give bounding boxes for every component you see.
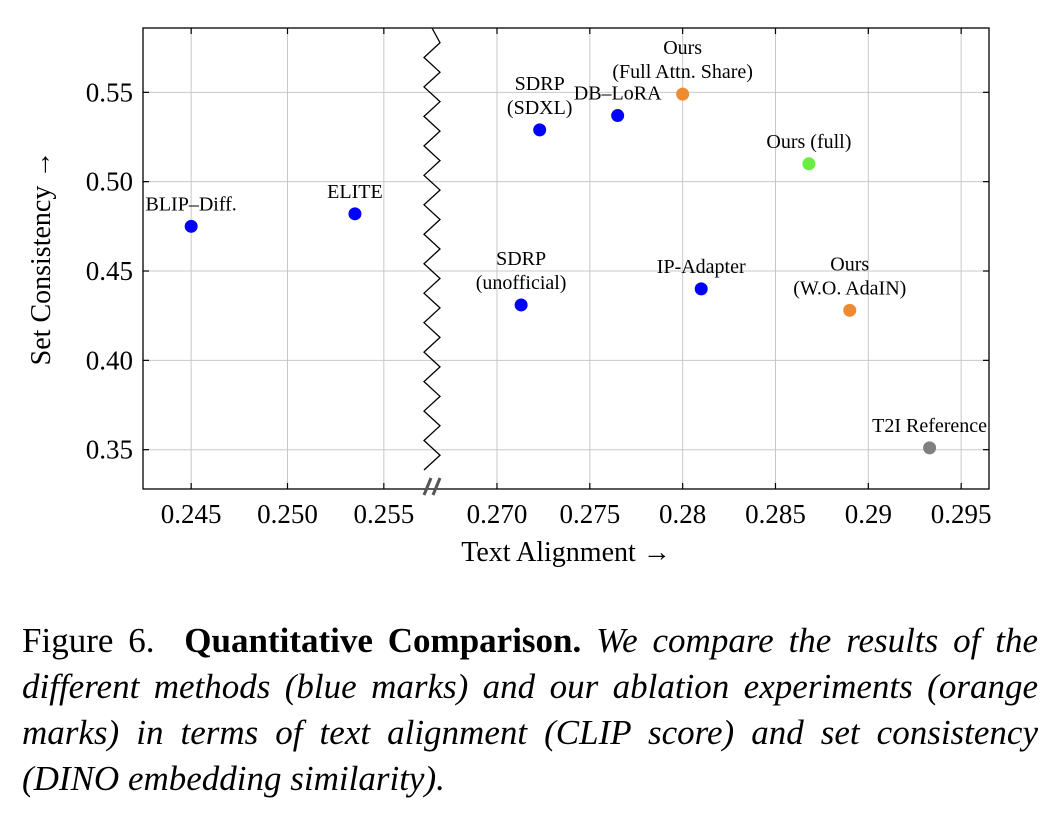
- figure-label: Figure 6.: [22, 621, 155, 660]
- y-tick-label: 0.55: [86, 77, 133, 107]
- x-tick-label: 0.295: [931, 499, 992, 529]
- x-tick-label: 0.250: [257, 499, 318, 529]
- data-point-label: (unofficial): [476, 272, 567, 294]
- data-point-label: Ours: [663, 37, 702, 59]
- data-point-label: Ours (full): [766, 131, 851, 153]
- data-point-label: (SDXL): [507, 97, 573, 119]
- caption-text: We compare the results of the different …: [22, 621, 1038, 798]
- caption-title: Quantitative Comparison.: [184, 621, 582, 660]
- data-point: [514, 298, 528, 312]
- data-point-label: SDRP: [496, 248, 546, 270]
- data-point-label: Ours: [830, 253, 869, 275]
- data-point: [843, 303, 857, 317]
- y-tick-label: 0.35: [86, 435, 133, 465]
- grid-lines: [143, 28, 989, 489]
- data-point-label: DB–LoRA: [574, 83, 662, 105]
- data-point: [694, 282, 708, 296]
- y-axis-label: Set Consistency →: [26, 151, 57, 366]
- data-point: [611, 109, 625, 123]
- data-point-label: (W.O. AdaIN): [793, 277, 906, 299]
- axis-break-slash: [422, 477, 433, 496]
- data-points: BLIP–Diff.ELITESDRP(SDXL)DB–LoRAOurs(Ful…: [146, 37, 987, 455]
- data-point-label: T2I Reference: [872, 415, 987, 437]
- data-point-label: (Full Attn. Share): [612, 61, 753, 83]
- data-point: [923, 441, 937, 455]
- axes: 0.35 0.40 0.45 0.50 0.55 0.245 0.250 0.255 0.270…: [86, 28, 992, 529]
- x-tick-label: 0.275: [559, 499, 620, 529]
- data-point-label: ELITE: [327, 181, 383, 203]
- axis-break: [422, 27, 442, 496]
- data-point: [533, 123, 547, 137]
- data-point: [348, 207, 362, 221]
- x-tick-label: 0.28: [659, 499, 706, 529]
- figure-caption: Figure 6. Quantitative Comparison. We co…: [22, 618, 1038, 802]
- y-tick-label: 0.40: [86, 345, 133, 375]
- x-tick-label: 0.29: [845, 499, 892, 529]
- y-tick-label: 0.50: [86, 167, 133, 197]
- y-tick-label: 0.45: [86, 256, 133, 286]
- data-point: [802, 157, 816, 171]
- x-tick-label: 0.245: [161, 499, 222, 529]
- data-point-label: BLIP–Diff.: [146, 193, 237, 215]
- x-tick-label: 0.285: [745, 499, 806, 529]
- plot-frame: [142, 27, 990, 490]
- axis-break-zigzag: [423, 27, 441, 471]
- data-point: [676, 87, 690, 101]
- scatter-chart: 0.35 0.40 0.45 0.50 0.55 0.245 0.250 0.255 0.270…: [26, 27, 992, 568]
- axis-break-slash: [431, 477, 442, 496]
- x-tick-label: 0.255: [353, 499, 414, 529]
- x-axis-label: Text Alignment →: [461, 537, 671, 568]
- data-point-label: IP-Adapter: [657, 256, 746, 278]
- data-point: [184, 219, 198, 233]
- data-point-label: SDRP: [515, 73, 565, 95]
- x-tick-label: 0.270: [467, 499, 528, 529]
